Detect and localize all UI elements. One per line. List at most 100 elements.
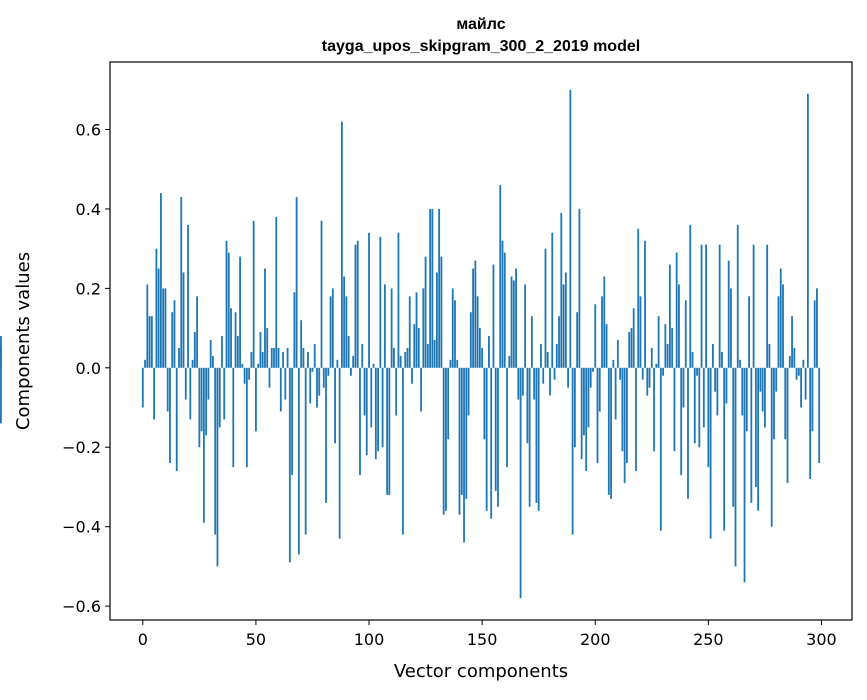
bar-177: [542, 367, 545, 384]
bar-87: [338, 367, 341, 539]
bar-252: [711, 343, 714, 368]
bar-168: [521, 367, 524, 396]
bar-174: [535, 367, 538, 503]
bar-69: [297, 367, 300, 555]
bar-232: [666, 343, 669, 368]
bar-217: [632, 308, 635, 368]
chart-subtitle: tayga_upos_skipgram_300_2_2019 model: [322, 38, 640, 55]
y-tick-label: −0.4: [62, 518, 101, 537]
bar-187: [564, 272, 567, 368]
bar-38: [227, 252, 230, 368]
y-axis-label: Components values: [13, 252, 34, 430]
bar-132: [440, 256, 443, 368]
bar-178: [544, 248, 547, 368]
bar-238: [680, 367, 683, 476]
bar-202: [598, 367, 601, 412]
bar-220: [639, 296, 642, 368]
bar-10: [164, 288, 167, 368]
plot-frame: [109, 61, 853, 621]
bar-143: [465, 367, 468, 499]
bar-11: [166, 367, 169, 412]
bar-0: [141, 367, 144, 408]
bar-22: [191, 359, 194, 368]
bar-140: [458, 367, 461, 515]
bar-254: [716, 367, 719, 416]
bar-70: [300, 320, 303, 368]
bar-133: [442, 367, 445, 515]
bar-125: [424, 256, 427, 368]
bar-77: [316, 367, 318, 408]
bar-267: [745, 367, 748, 432]
bar-295: [809, 367, 812, 480]
bar-117: [406, 347, 409, 368]
bar-150: [481, 347, 484, 368]
bar-18: [182, 272, 185, 368]
bar-237: [678, 284, 680, 368]
bar-203: [601, 296, 603, 368]
bar-236: [675, 252, 678, 368]
bar-24: [196, 296, 198, 368]
bar-186: [562, 284, 565, 368]
bar-197: [587, 367, 590, 428]
bar-205: [605, 324, 608, 368]
bar-189: [569, 89, 572, 368]
bar-184: [558, 316, 560, 368]
x-axis-label: Vector components: [394, 661, 568, 682]
bar-198: [589, 367, 592, 388]
bar-278: [770, 367, 773, 527]
bar-180: [549, 367, 551, 396]
bar-259: [727, 260, 730, 368]
bar-122: [417, 328, 420, 368]
bar-246: [698, 367, 701, 448]
bar-195: [583, 367, 585, 436]
bar-91: [347, 336, 350, 368]
bar-104: [377, 367, 379, 452]
bar-52: [259, 332, 262, 368]
bar-92: [350, 367, 352, 376]
bar-264: [739, 359, 741, 368]
bar-27: [202, 367, 205, 523]
bar-75: [311, 367, 314, 372]
bar-108: [386, 367, 389, 495]
bar-15: [175, 367, 178, 472]
bar-299: [818, 367, 821, 464]
bar-152: [485, 367, 488, 511]
bar-47: [248, 367, 251, 380]
x-tick-label: 300: [806, 630, 837, 649]
bar-256: [721, 351, 723, 368]
bar-291: [800, 367, 803, 408]
bar-73: [307, 351, 309, 368]
bar-147: [474, 260, 477, 368]
bar-213: [623, 367, 626, 483]
x-axis-ticks: 0 50 100 150 200 250 300: [138, 620, 837, 649]
bar-294: [806, 93, 809, 368]
bar-242: [689, 224, 692, 368]
bar-9: [162, 288, 165, 368]
bar-8: [159, 193, 162, 368]
bar-244: [693, 367, 696, 444]
bar-126: [426, 343, 429, 368]
bar-199: [592, 367, 594, 372]
bar-158: [499, 185, 502, 368]
bar-102: [372, 363, 375, 368]
bar-138: [454, 300, 456, 368]
bar-51: [257, 363, 260, 368]
bar-30: [209, 340, 212, 368]
bar-115: [402, 367, 404, 535]
bar-undefined: [0, 347, 2, 368]
bar-249: [705, 244, 707, 368]
x-tick-label: 150: [467, 630, 498, 649]
bar-277: [768, 343, 771, 368]
bar-81: [325, 367, 327, 503]
bar-66: [291, 367, 294, 476]
bar-192: [576, 312, 579, 368]
bar-39: [230, 308, 232, 368]
bar-95: [356, 240, 359, 368]
bar-123: [420, 367, 422, 412]
bar-239: [682, 367, 685, 408]
bar-279: [773, 367, 775, 440]
bar-241: [687, 367, 689, 499]
bar-26: [200, 367, 203, 432]
bar-149: [478, 328, 481, 368]
